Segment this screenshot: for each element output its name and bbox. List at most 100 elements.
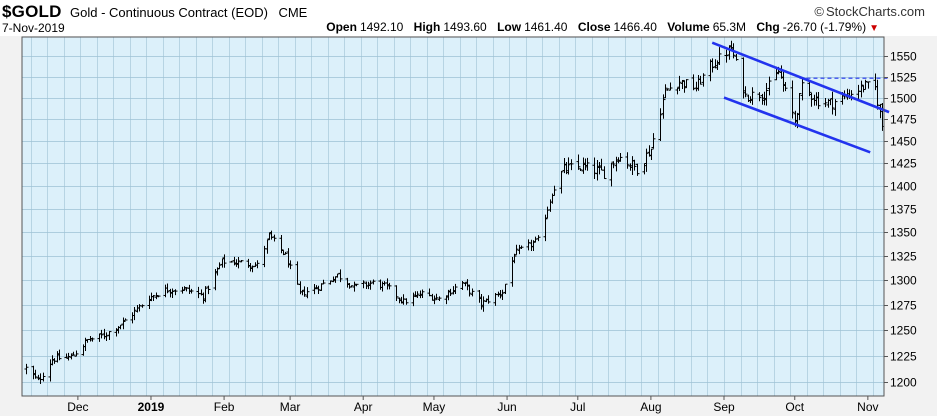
x-tick-label: Dec	[67, 400, 88, 414]
ohlc-bar	[566, 157, 571, 175]
ohlc-bar	[514, 244, 519, 256]
ohlc-bar	[283, 251, 288, 255]
x-tick-label: Nov	[857, 400, 878, 414]
ohlc-bar	[830, 91, 835, 115]
ohlc-stats: Open 1492.10 High 1493.60 Low 1461.40 Close…	[319, 20, 879, 34]
ohlc-bar	[698, 75, 703, 85]
x-tick-label: 2019	[138, 400, 165, 414]
ohlc-bar	[635, 163, 640, 176]
ohlc-bar	[272, 234, 277, 242]
ohlc-bar	[236, 257, 241, 269]
ohlc-bar	[649, 148, 654, 160]
ohlc-bar	[717, 47, 722, 65]
ohlc-bar	[743, 86, 748, 98]
volume-label: Volume	[667, 20, 710, 34]
ohlc-bar	[71, 351, 76, 356]
ohlc-bar	[140, 304, 145, 308]
ohlc-bar	[611, 161, 616, 169]
ohlc-bar	[559, 170, 564, 194]
x-tick-label: Sep	[713, 400, 735, 414]
y-tick-label: 1375	[890, 203, 917, 217]
ohlc-bar	[467, 284, 472, 297]
ohlc-bar	[165, 283, 170, 294]
ohlc-bar	[691, 74, 696, 91]
ohlc-bar	[859, 80, 864, 98]
ohlc-bar	[658, 108, 663, 141]
ohlc-bar	[349, 285, 354, 288]
ohlc-bar	[368, 280, 373, 290]
ohlc-bar	[255, 260, 260, 269]
ohlc-bar	[665, 88, 670, 91]
x-tick-label: Feb	[214, 400, 235, 414]
trendline-annotations	[711, 41, 890, 154]
exchange-label: CME	[278, 5, 308, 20]
trend-channel-line	[723, 96, 871, 154]
x-axis: Dec 2019 Feb Mar Apr May Jun Jul Aug Sep Oct Nov	[67, 396, 879, 414]
ohlc-bar	[724, 49, 729, 63]
chg-label: Chg	[756, 20, 780, 34]
ohlc-bar	[668, 82, 673, 91]
ohlc-bar	[790, 80, 795, 119]
ohlc-bar	[57, 349, 62, 361]
ohlc-bar	[750, 87, 755, 105]
x-tick-label: Jun	[497, 400, 516, 414]
ohlc-bar	[632, 159, 637, 171]
ohlc-bar	[288, 260, 293, 270]
ohlc-bar	[206, 285, 211, 295]
ohlc-bar	[74, 350, 79, 357]
instrument-description: Gold - Continuous Contract (EOD)	[70, 5, 268, 20]
y-tick-label: 1250	[890, 324, 917, 338]
chart-date: 7-Nov-2019	[2, 21, 65, 35]
ohlc-bar	[123, 318, 128, 321]
price-bars	[24, 40, 885, 384]
stockcharts-brand[interactable]: © StockCharts.com	[814, 4, 925, 19]
ohlc-bar	[833, 99, 838, 116]
copyright-icon: ©	[814, 4, 825, 19]
ohlc-bar	[807, 79, 812, 97]
ohlc-bar	[734, 53, 739, 61]
ohlc-bar	[394, 285, 399, 302]
ohlc-bar	[710, 58, 715, 73]
ohlc-bar	[404, 298, 409, 305]
y-tick-label: 1400	[890, 180, 917, 194]
ohlc-bar	[783, 81, 788, 92]
ohlc-bar	[809, 92, 814, 107]
ohlc-bar	[41, 372, 46, 382]
ohlc-bar	[816, 91, 821, 110]
ohlc-bar	[415, 291, 420, 298]
ohlc-bar	[800, 78, 805, 101]
ohlc-bar	[99, 329, 104, 339]
ticker-symbol: $GOLD	[2, 2, 62, 21]
ohlc-bar	[512, 253, 517, 264]
ohlc-bar	[302, 286, 307, 297]
x-tick-label: Apr	[354, 400, 373, 414]
ohlc-bar	[338, 269, 343, 283]
ohlc-bar	[90, 337, 95, 342]
ohlc-bar	[203, 286, 208, 303]
ohlc-bar	[387, 282, 392, 290]
ohlc-bar	[701, 73, 706, 87]
ohlc-bar	[217, 262, 222, 270]
ohlc-bar	[661, 94, 666, 119]
ohlc-bar	[460, 281, 465, 290]
ohlc-bar	[434, 293, 439, 301]
ohlc-bar	[651, 133, 656, 149]
ohlc-bar	[500, 289, 505, 301]
ohlc-bar	[132, 306, 137, 321]
ohlc-bar	[863, 79, 868, 90]
ohlc-bar	[767, 76, 772, 96]
trend-channel-line	[711, 41, 890, 114]
ohlc-bar	[543, 214, 548, 242]
ohlc-bar	[644, 148, 649, 172]
ohlc-bar	[757, 92, 762, 102]
y-tick-label: 1300	[890, 274, 917, 288]
ohlc-bar	[519, 245, 524, 250]
ohlc-bar	[663, 84, 668, 99]
ohlc-bar	[328, 280, 333, 285]
ohlc-bar	[585, 157, 590, 171]
ohlc-bar	[569, 159, 574, 171]
ohlc-bar	[602, 166, 607, 180]
ohlc-bar	[536, 235, 541, 242]
ohlc-bar	[229, 260, 234, 263]
